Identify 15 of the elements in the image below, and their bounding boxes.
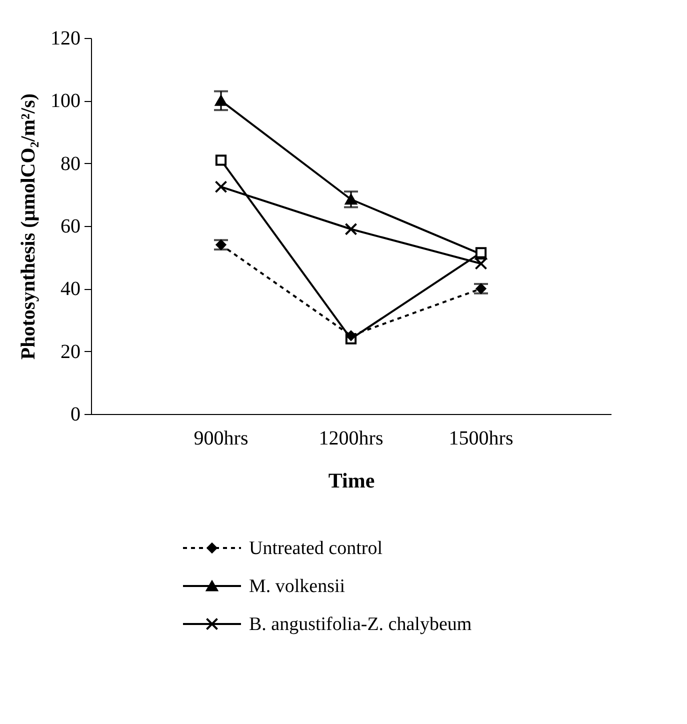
y-tick-label: 40 bbox=[60, 278, 80, 300]
y-tick-label: 20 bbox=[60, 340, 80, 363]
y-tick-label: 0 bbox=[70, 404, 80, 426]
x-axis-title: Time bbox=[328, 468, 375, 492]
x-tick-label: 1500hrs bbox=[448, 428, 514, 450]
legend-label: Untreated control bbox=[249, 538, 382, 559]
legend-label: M. volkensii bbox=[249, 576, 346, 597]
x-tick-label: 900hrs bbox=[194, 428, 248, 450]
y-axis-title: Photosynthesis (μmolCO₂/m²/s) bbox=[18, 93, 40, 360]
y-tick-label: 120 bbox=[50, 28, 80, 50]
y-tick-label: 100 bbox=[50, 90, 80, 112]
y-tick-label: 60 bbox=[60, 216, 80, 238]
y-tick-label: 80 bbox=[60, 152, 80, 175]
legend-label: B. angustifolia-Z. chalybeum bbox=[249, 614, 472, 635]
x-tick-label: 1200hrs bbox=[318, 428, 384, 450]
